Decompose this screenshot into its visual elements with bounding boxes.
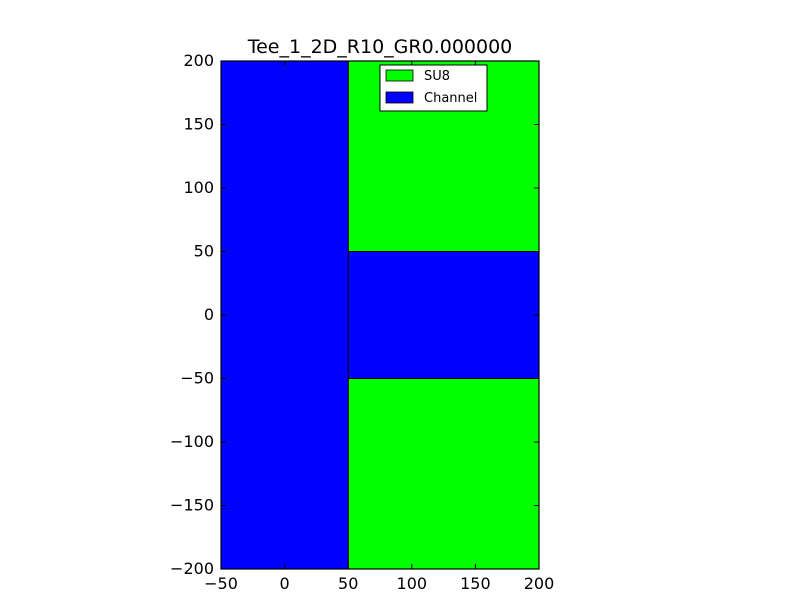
y-tick-label: −50 (180, 369, 214, 388)
x-tick-label: 150 (460, 574, 491, 593)
x-tick-label: 0 (280, 574, 290, 593)
y-tick-label: 150 (183, 115, 214, 134)
x-tick-label: 100 (397, 574, 428, 593)
legend-label-su8: SU8 (424, 69, 450, 84)
x-tick-label: 50 (338, 574, 358, 593)
x-tick-label: 200 (524, 574, 555, 593)
legend-swatch-channel (385, 91, 414, 104)
y-tick-label: 100 (183, 178, 214, 197)
data-regions (220, 60, 540, 570)
axis-ticks: −50 0 50 100 150 200 −200 −150 −100 −50 0 50 100 150 2… (170, 51, 554, 593)
y-tick-label: 0 (204, 305, 214, 324)
y-tick-label: 50 (194, 242, 214, 261)
y-tick-label: 200 (183, 51, 214, 70)
legend-swatch-su8 (385, 69, 414, 82)
region-su8-1 (347, 378, 540, 570)
chart-title: Tee_1_2D_R10_GR0.000000 (247, 36, 513, 58)
x-tick-label: −50 (204, 574, 238, 593)
region-channel-1 (347, 251, 540, 379)
y-tick-label: −150 (170, 496, 214, 515)
legend-label-channel: Channel (424, 91, 477, 106)
y-tick-label: −200 (170, 559, 214, 578)
region-channel-0 (220, 60, 349, 570)
y-tick-label: −100 (170, 432, 214, 451)
legend: SU8 Channel (379, 64, 488, 112)
